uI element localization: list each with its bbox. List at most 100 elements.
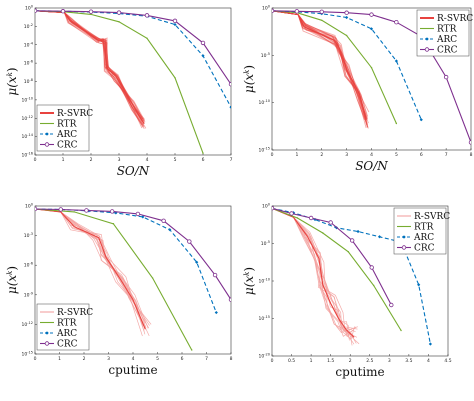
legend-marker — [44, 341, 50, 346]
legend-entry-label: ARC — [56, 329, 77, 339]
x-tick-label: 0 — [271, 358, 274, 364]
y-tick-label: 10-10 — [22, 96, 33, 103]
series-rtr-point — [151, 277, 154, 279]
series-arc-point — [419, 118, 423, 122]
legend-marker — [45, 132, 49, 136]
legend-entry-label: ARC — [436, 35, 457, 45]
series-rsvrc-run-line — [272, 207, 353, 346]
x-tick-label: 1 — [310, 358, 313, 364]
series-arc-point — [345, 15, 349, 20]
series-crc-point — [468, 140, 471, 145]
series-crc-point — [308, 215, 314, 221]
series-rtr-point — [191, 349, 193, 351]
x-tick-label: 7 — [205, 356, 208, 362]
series-arc-point — [394, 59, 398, 63]
series-crc-point — [144, 13, 150, 18]
x-tick-label: 4 — [146, 157, 149, 163]
series-rsvrc-run-line — [272, 207, 352, 337]
y-tick-label: 10-15 — [259, 147, 270, 154]
series-arc-point — [168, 228, 172, 232]
legend-entry-label: CRC — [437, 46, 458, 56]
series-crc-point — [228, 297, 231, 302]
x-tick-label: 5 — [174, 157, 177, 163]
series-crc-point — [289, 211, 294, 216]
series-arc-point — [356, 229, 360, 234]
x-axis-label: cputime — [108, 363, 157, 377]
y-tick-label: 10-14 — [22, 133, 34, 140]
series-group — [272, 8, 471, 145]
series-rtr-point — [146, 37, 148, 40]
series-crc-point — [349, 238, 355, 243]
x-tick-label: 4 — [132, 356, 135, 362]
x-axis-label: cputime — [335, 365, 384, 379]
series-crc-point — [319, 9, 324, 14]
x-tick-label: 4 — [370, 152, 373, 158]
series-crc-point — [187, 239, 192, 244]
series-rtr-point — [347, 251, 349, 253]
series-crc-point — [35, 8, 38, 13]
series-crc-point — [443, 74, 449, 80]
x-tick-label: 3 — [107, 356, 110, 362]
series-group — [272, 206, 432, 346]
series-crc-point — [294, 9, 300, 14]
series-rtr-point — [395, 122, 398, 125]
series-arc-point — [428, 342, 432, 346]
x-tick-label: 6 — [202, 157, 205, 163]
series-rtr-line — [272, 207, 402, 331]
series-crc-point — [135, 211, 141, 217]
series-crc-point — [272, 206, 275, 211]
x-tick-label: 2 — [90, 157, 93, 163]
legend-entry-label: CRC — [414, 244, 435, 254]
series-crc-point — [35, 206, 38, 212]
x-tick-label: 6 — [420, 152, 423, 158]
legend-entry-label: R-SVRC — [414, 212, 450, 222]
y-axis-label: μ(xk) — [242, 65, 256, 93]
series-rtr-point — [296, 217, 299, 219]
x-tick-label: 0 — [271, 152, 274, 158]
y-tick-label: 10-5 — [261, 52, 270, 59]
x-tick-label: 0 — [34, 356, 37, 362]
x-tick-label: 2.5 — [366, 358, 373, 364]
series-rsvrc-run-line — [35, 10, 145, 127]
series-rsvrc-line — [272, 10, 368, 120]
x-tick-label: 3 — [345, 152, 348, 158]
x-tick-label: 1.5 — [327, 358, 334, 364]
y-tick-label: 10-2 — [24, 23, 33, 30]
y-tick-label: 100 — [25, 5, 33, 12]
series-rsvrc-run-line — [35, 10, 144, 120]
series-rsvrc-run-line — [35, 10, 145, 121]
legend-entry-label: RTR — [57, 319, 77, 329]
legend-marker — [425, 37, 429, 41]
series-rtr-point — [112, 223, 115, 225]
series-crc-point — [161, 218, 166, 223]
series-rtr-point — [321, 19, 323, 22]
y-tick-label: 10-12 — [22, 321, 33, 328]
series-arc-point — [377, 235, 382, 239]
x-tick-label: 6 — [181, 356, 184, 362]
x-tick-label: 5 — [156, 356, 159, 362]
y-axis-label: μ(xk) — [242, 267, 256, 295]
y-tick-label: 100 — [262, 203, 270, 210]
x-tick-label: 2 — [320, 152, 323, 158]
series-rtr-point — [372, 284, 375, 287]
y-tick-label: 10-4 — [24, 41, 34, 48]
chart-top-left: 0 1 2 3 4 5 6 7 100 10-2 10-4 10-6 10-8 10-10 10-12 10-… — [5, 5, 233, 179]
legend-entry-label: R-SVRC — [57, 109, 93, 119]
y-tick-label: 10-10 — [259, 278, 270, 285]
series-crc-point — [84, 208, 89, 213]
series-rtr-point — [370, 66, 373, 69]
series-rtr-point — [322, 232, 324, 234]
series-rsvrc-line — [272, 207, 355, 338]
series-rtr-point — [118, 21, 120, 23]
series-crc-point — [328, 220, 333, 225]
legend-entry-label: ARC — [56, 130, 77, 140]
series-rtr-point — [400, 329, 402, 332]
y-tick-label: 10-6 — [24, 60, 33, 67]
y-tick-label: 100 — [262, 5, 270, 12]
y-tick-label: 100 — [25, 203, 33, 210]
series-crc-point — [272, 8, 275, 14]
series-rtr-point — [90, 13, 92, 16]
x-tick-label: 1 — [58, 356, 61, 362]
